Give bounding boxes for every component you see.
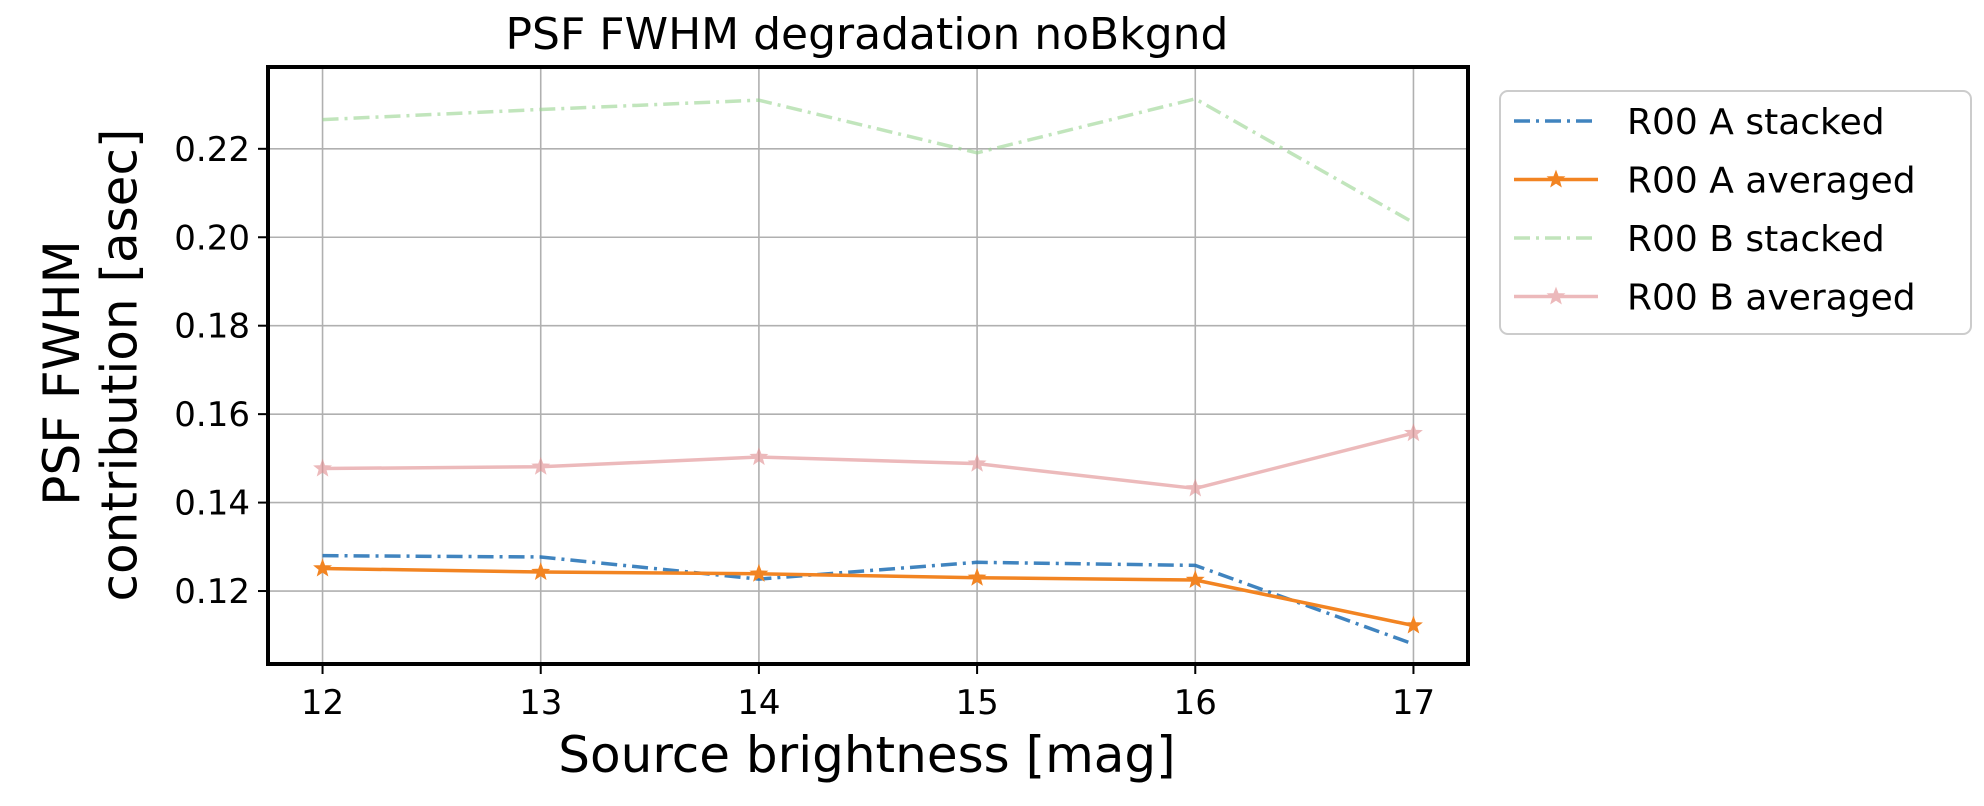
series-4	[313, 423, 1423, 497]
legend: R00 A stacked R00 A averaged R00 B stacked…	[1499, 90, 1972, 335]
y-axis-label-line-1: PSF FWHM	[33, 240, 91, 505]
legend-item	[1514, 286, 1598, 305]
y-tick-label: 0.22	[174, 130, 250, 170]
plot-series	[313, 97, 1423, 646]
series-line	[322, 97, 1415, 225]
legend-item	[1514, 169, 1598, 188]
x-tick-label: 12	[301, 683, 344, 723]
y-tick-label: 0.20	[174, 218, 250, 258]
y-tick-label: 0.18	[174, 307, 250, 347]
grid-lines	[268, 67, 1468, 664]
data-point	[313, 558, 332, 577]
data-point	[967, 567, 987, 586]
chart-title: PSF FWHM degradation noBkgnd	[506, 9, 1229, 60]
x-axis-label: Source brightness [mag]	[558, 726, 1175, 784]
data-point	[1404, 615, 1423, 634]
legend-marker	[1546, 286, 1566, 305]
y-tick-label: 0.12	[174, 572, 250, 612]
data-point	[531, 562, 551, 581]
data-point	[967, 453, 987, 472]
y-axis: 0.12 0.14 0.16 0.18 0.20 0.22	[174, 130, 268, 612]
series-line	[322, 431, 1414, 491]
data-point	[749, 447, 769, 466]
x-tick-label: 17	[1392, 683, 1435, 723]
data-point	[1185, 478, 1205, 497]
x-tick-label: 16	[1174, 683, 1217, 723]
y-axis-label-line-2: contribution [asec]	[91, 129, 149, 602]
x-tick-label: 14	[737, 683, 780, 723]
y-axis-label: PSF FWHM contribution [asec]	[33, 129, 149, 602]
legend-label: R00 A stacked	[1627, 102, 1885, 143]
series-line	[322, 553, 1415, 646]
y-tick-label: 0.14	[174, 484, 250, 524]
series-1	[322, 553, 1415, 646]
legend-label: R00 B averaged	[1627, 278, 1916, 319]
y-tick-label: 0.16	[174, 395, 250, 435]
series-3	[322, 97, 1415, 225]
data-point	[1185, 570, 1205, 589]
legend-marker	[1546, 169, 1566, 188]
data-point	[1404, 423, 1423, 442]
x-axis: 12 13 14 15 16 17	[301, 664, 1435, 723]
series-2	[313, 558, 1423, 634]
data-point	[531, 456, 551, 475]
x-tick-label: 13	[519, 683, 562, 723]
series-line	[322, 566, 1414, 628]
data-point	[313, 458, 332, 477]
plot-frame	[266, 65, 1470, 666]
legend-label: R00 A averaged	[1627, 161, 1916, 202]
legend-label: R00 B stacked	[1627, 219, 1885, 260]
x-tick-label: 15	[955, 683, 998, 723]
data-point	[749, 563, 769, 582]
legend-box	[1499, 90, 1972, 335]
